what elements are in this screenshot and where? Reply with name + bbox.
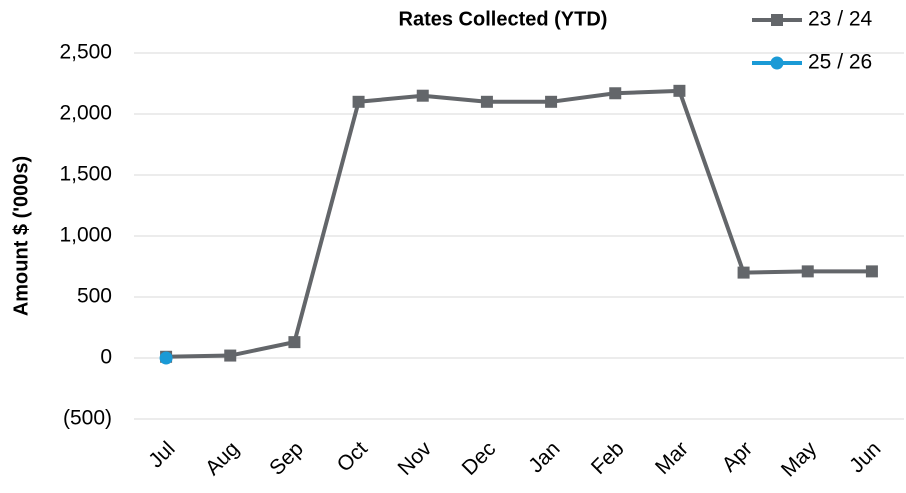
- legend-label: 23 / 24: [808, 8, 873, 31]
- x-tick-label: Jul: [144, 437, 179, 472]
- data-point: [801, 265, 814, 278]
- data-point: [416, 89, 429, 102]
- x-tick-label: Jun: [845, 437, 885, 477]
- series-line: [166, 88, 872, 359]
- y-tick-label: 2,000: [59, 102, 112, 125]
- x-tick-label: Jan: [524, 437, 564, 477]
- legend-marker: [771, 14, 783, 26]
- legend-label: 25 / 26: [808, 51, 872, 74]
- data-point: [673, 84, 686, 97]
- y-tick-label: 0: [100, 346, 112, 369]
- x-tick-label: Oct: [333, 437, 372, 476]
- data-point: [865, 265, 878, 278]
- x-tick-label: Nov: [394, 437, 437, 480]
- data-point: [352, 95, 365, 108]
- data-point: [609, 87, 622, 100]
- x-tick-label: Apr: [718, 437, 757, 476]
- y-tick-label: (500): [63, 407, 112, 430]
- data-point: [737, 266, 750, 279]
- x-tick-label: May: [777, 437, 822, 482]
- x-tick-label: Dec: [458, 437, 501, 480]
- chart-title: Rates Collected (YTD): [399, 8, 608, 30]
- x-tick-label: Feb: [587, 437, 629, 479]
- x-tick-label: Aug: [201, 437, 244, 480]
- y-tick-label: 2,500: [59, 41, 112, 64]
- y-axis-label: Amount $ ('000s): [10, 156, 32, 316]
- data-point: [480, 95, 493, 108]
- data-point: [159, 351, 173, 365]
- data-point: [288, 336, 301, 349]
- legend-marker: [770, 56, 784, 70]
- x-tick-label: Sep: [265, 437, 308, 480]
- y-tick-label: 1,000: [59, 224, 112, 247]
- data-point: [224, 349, 237, 362]
- data-point: [545, 95, 558, 108]
- y-tick-label: 500: [77, 285, 112, 308]
- x-tick-label: Mar: [651, 437, 693, 479]
- y-tick-label: 1,500: [59, 163, 112, 186]
